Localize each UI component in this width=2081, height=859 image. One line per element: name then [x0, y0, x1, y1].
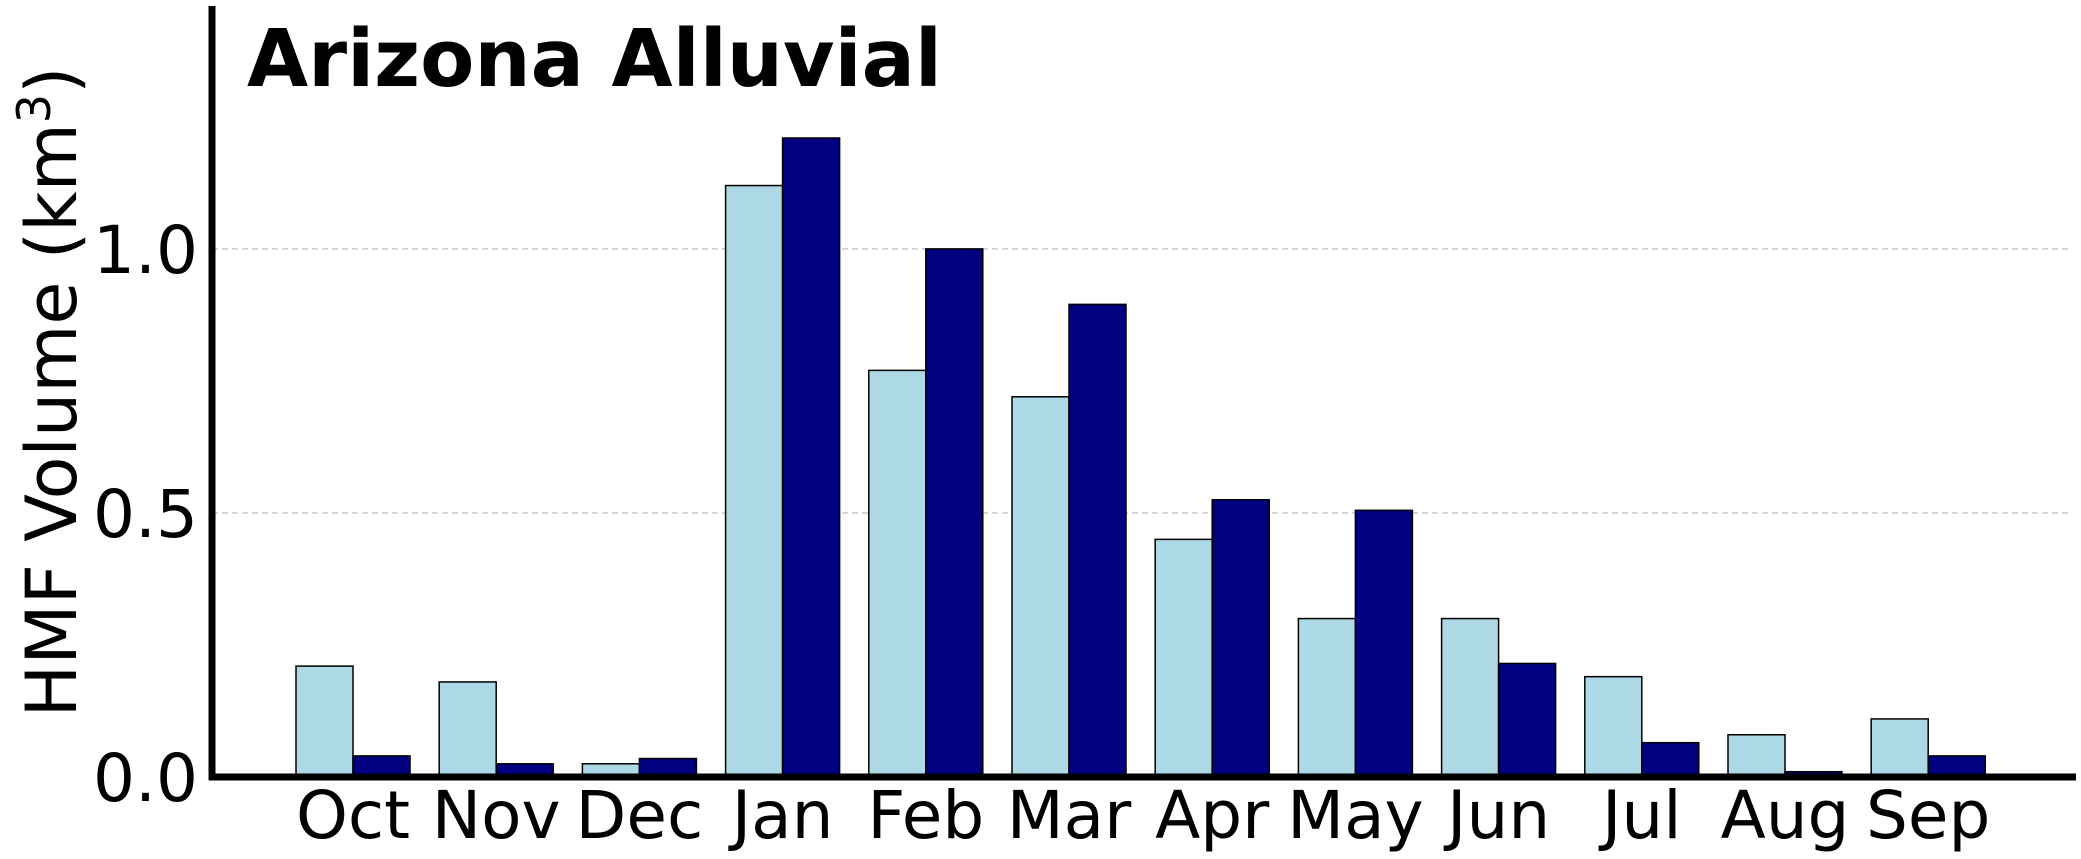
bar-jul-series-1: [1584, 675, 1643, 778]
bar-sep-series-1: [1870, 718, 1929, 778]
bars: [295, 137, 1986, 778]
bar-apr-series-1: [1154, 538, 1213, 778]
bar-mar-series-2: [1068, 303, 1127, 778]
bar-jun-series-2: [1497, 662, 1557, 778]
bar-nov-series-1: [438, 681, 497, 778]
bar-apr-series-2: [1211, 499, 1270, 778]
x-tick-label-oct: Oct: [296, 777, 410, 854]
bar-oct-series-1: [295, 665, 354, 778]
x-tick-label-mar: Mar: [1007, 777, 1132, 854]
y-tick-labels: 0.0 0.5 1.0: [93, 212, 198, 817]
x-tick-label-dec: Dec: [576, 777, 704, 854]
x-tick-labels: Oct Nov Dec Jan Feb Mar Apr May Jun Jul Aug Sep: [296, 777, 1990, 854]
x-tick-label-apr: Apr: [1155, 777, 1270, 854]
bar-jul-series-2: [1641, 741, 1700, 778]
y-axis-label-text: HMF Volume (km: [11, 123, 93, 717]
y-tick-label: 0.5: [93, 476, 198, 553]
y-axis-label-close: ): [11, 67, 93, 94]
x-tick-label-sep: Sep: [1866, 777, 1990, 854]
bar-feb-series-1: [868, 369, 927, 778]
bar-jan-series-1: [724, 184, 784, 778]
bar-jun-series-1: [1440, 617, 1500, 778]
bar-may-series-2: [1354, 509, 1414, 778]
bar-mar-series-1: [1011, 396, 1070, 778]
bar-jan-series-2: [781, 137, 841, 778]
bar-may-series-1: [1297, 617, 1357, 778]
x-tick-label-jul: Jul: [1598, 777, 1682, 854]
grid-lines: [212, 248, 2070, 514]
bar-aug-series-1: [1727, 734, 1786, 778]
y-axis-label-superscript: 3: [7, 94, 61, 123]
chart-title: Arizona Alluvial: [247, 13, 942, 105]
x-tick-label-jan: Jan: [728, 777, 834, 854]
y-tick-label: 0.0: [93, 740, 198, 817]
x-tick-label-feb: Feb: [867, 777, 984, 854]
x-tick-label-nov: Nov: [432, 777, 561, 854]
y-tick-label: 1.0: [93, 212, 198, 289]
x-tick-label-may: May: [1287, 777, 1423, 854]
y-axis-label: HMF Volume (km3): [7, 67, 93, 718]
bar-feb-series-2: [925, 248, 984, 778]
x-tick-label-jun: Jun: [1443, 777, 1550, 854]
x-tick-label-aug: Aug: [1721, 777, 1850, 854]
